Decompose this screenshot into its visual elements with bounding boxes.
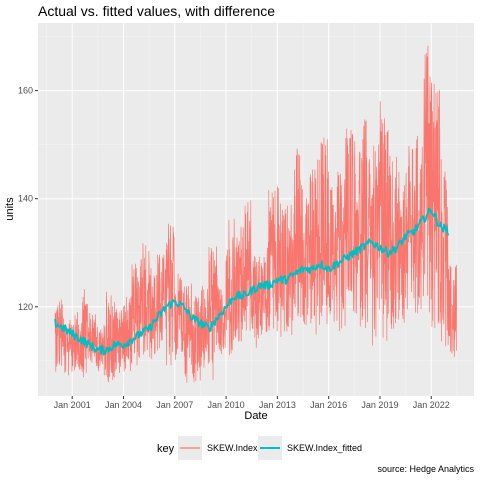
x-tick-label: Jan 2016: [310, 400, 347, 410]
caption: source: Hedge Analytics: [377, 464, 474, 474]
chart-title: Actual vs. fitted values, with differenc…: [38, 3, 275, 19]
legend-label-fitted: SKEW.Index_fitted: [287, 443, 362, 453]
y-tick-label: 120: [18, 302, 33, 312]
series-line-skew-index-fitted: [54, 207, 450, 356]
legend-label-actual: SKEW.Index: [207, 443, 258, 453]
series-line-skew-index: [54, 45, 458, 383]
x-tick-label: Jan 2001: [54, 400, 91, 410]
x-axis-title: Date: [244, 410, 267, 422]
y-tick-label: 140: [18, 194, 33, 204]
x-tick-label: Jan 2022: [413, 400, 450, 410]
x-tick-label: Jan 2019: [361, 400, 398, 410]
x-tick-label: Jan 2013: [259, 400, 296, 410]
y-tick-label: 160: [18, 86, 33, 96]
axis-ticks: Jan 2001 Jan 2004 Jan 2007 Jan 2010 Jan 2013…: [18, 86, 450, 410]
y-axis-title: units: [4, 197, 16, 221]
legend: key SKEW.Index SKEW.Index_fitted: [157, 436, 362, 460]
x-tick-label: Jan 2007: [156, 400, 193, 410]
x-tick-label: Jan 2004: [105, 400, 142, 410]
series-layer: [54, 45, 458, 383]
x-tick-label: Jan 2010: [208, 400, 245, 410]
legend-title: key: [157, 443, 175, 455]
